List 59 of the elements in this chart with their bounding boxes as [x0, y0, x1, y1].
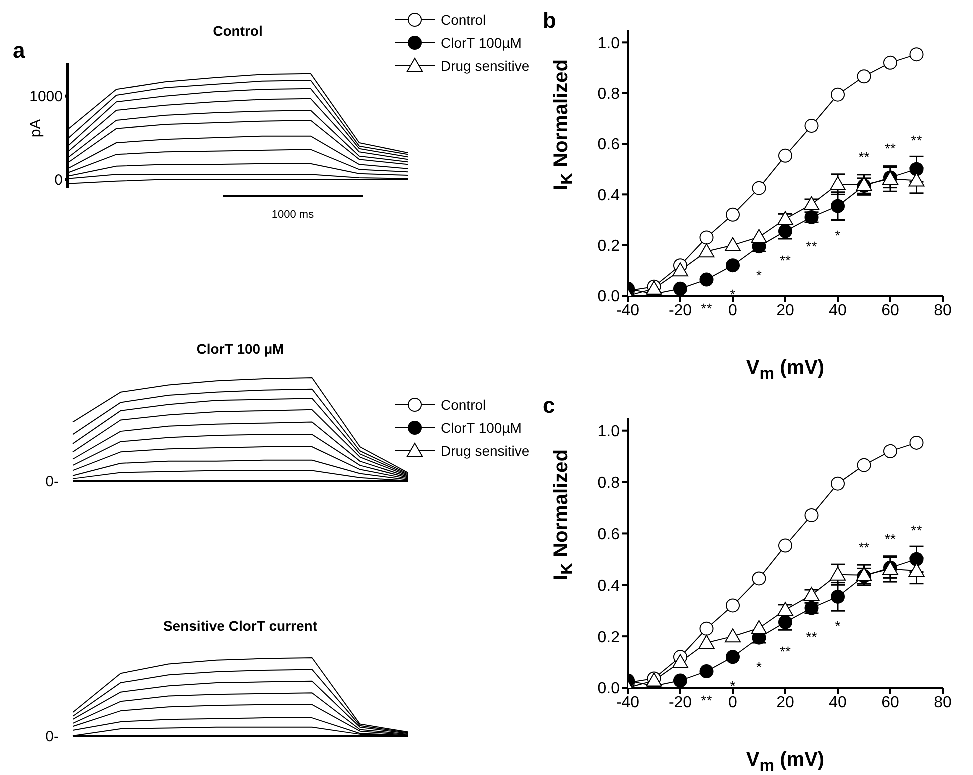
annotation: **	[806, 629, 818, 646]
text: 0-	[46, 728, 59, 746]
y-tick-label: 0.8	[598, 474, 620, 492]
x-axis-title: V$_{m}$ (mV)	[745, 357, 826, 384]
x-tick-label: 60	[882, 302, 900, 320]
x-tick-label: 0	[728, 302, 738, 320]
y-tick-label: 1000	[30, 88, 63, 106]
x-tick-label: 20	[776, 694, 794, 712]
text: a	[13, 38, 26, 64]
x-tick-label: 0	[728, 694, 738, 712]
legend-label: Control	[441, 396, 486, 412]
annotation: *	[835, 618, 842, 634]
chart-title: Sensitive ClorT current	[162, 618, 319, 634]
chart-title: ClorT 100 µM	[196, 341, 286, 357]
annotation: **	[780, 643, 792, 660]
x-tick-label: 20	[776, 302, 794, 320]
y-tick-label: 0.4	[598, 187, 620, 204]
y-axis-title: pA	[28, 119, 45, 138]
text: b	[543, 8, 556, 34]
y-tick-label: 1.0	[598, 424, 620, 441]
text: 1000 ms	[272, 209, 314, 221]
y-tick-label: 0.6	[598, 526, 620, 544]
annotation: **	[858, 149, 870, 166]
annotation: *	[730, 678, 736, 694]
annotation: **	[780, 252, 792, 268]
x-tick-label: 60	[882, 694, 900, 712]
annotation: *	[730, 286, 736, 303]
x-tick-label: 80	[934, 302, 952, 320]
annotation: **	[911, 132, 923, 148]
annotation: **	[911, 522, 923, 538]
y-tick-label: 0.2	[598, 629, 620, 646]
text: 0-	[46, 473, 59, 490]
text: c	[543, 393, 556, 419]
x-tick-label: -20	[668, 302, 692, 320]
y-tick-label: 0.4	[598, 578, 620, 595]
y-tick-label: 0.6	[598, 136, 620, 154]
legend-label: Drug sensitive	[441, 442, 530, 458]
annotation: **	[858, 539, 870, 556]
chart-title: Control	[212, 23, 264, 39]
legend-label: ClorT 100µM	[441, 420, 522, 436]
legend-label: Drug sensitive	[441, 58, 530, 74]
annotation: *	[835, 227, 842, 244]
annotation: **	[806, 238, 818, 254]
annotation: **	[885, 530, 896, 547]
x-tick-label: 40	[829, 694, 847, 712]
annotation: **	[885, 140, 896, 157]
annotation: **	[701, 692, 713, 708]
y-tick-label: 1.0	[598, 35, 620, 52]
legend-label: Control	[441, 12, 486, 28]
x-tick-label: 40	[829, 302, 847, 320]
x-axis-title: V$_{m}$ (mV)	[745, 749, 826, 775]
legend-label: ClorT 100µM	[441, 34, 522, 50]
annotation: *	[756, 658, 763, 675]
y-tick-label: 0.2	[598, 238, 620, 256]
x-tick-label: -20	[668, 694, 692, 712]
y-tick-label: 0.8	[598, 86, 620, 104]
annotation: *	[756, 268, 763, 284]
x-tick-label: 80	[934, 694, 952, 712]
annotation: **	[701, 300, 713, 317]
